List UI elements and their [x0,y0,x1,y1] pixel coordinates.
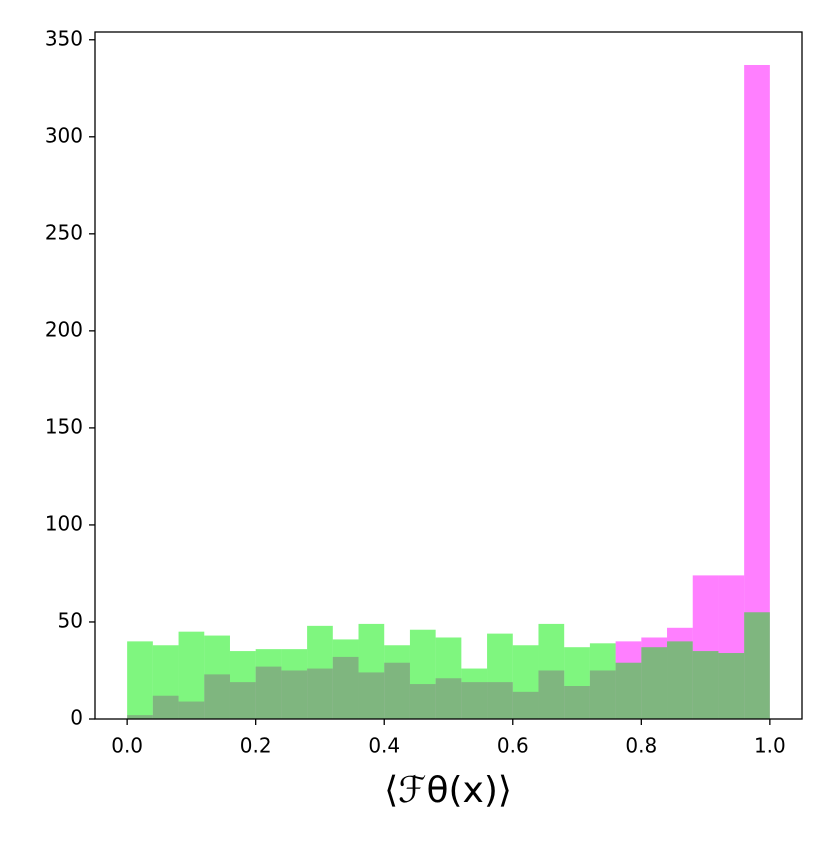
bar [461,668,488,719]
bar [255,649,282,719]
bar [358,623,385,719]
bar [152,645,179,719]
bar [564,647,590,719]
bar [487,633,513,719]
x-tick-label: 0.6 [497,734,529,758]
y-tick-label: 250 [45,220,83,244]
y-tick-label: 200 [45,317,83,341]
bar [538,623,565,719]
x-tick-label: 0.2 [240,734,272,758]
bar [641,647,668,719]
plot-frame [94,31,803,720]
bar [718,653,745,719]
bar [332,639,359,719]
y-tick-label: 0 [70,706,83,730]
x-tick-label: 1.0 [754,734,786,758]
bar [692,651,719,719]
y-tick-label: 50 [58,608,83,632]
x-tick-label: 0.8 [625,734,657,758]
bar [384,645,410,719]
bar [744,64,770,720]
x-axis-label: ⟨ℱθ(x)⟩ [384,770,512,811]
y-tick-label: 300 [45,123,83,147]
bar [178,631,205,719]
bar [667,641,693,719]
bar [435,637,462,719]
x-tick-label: 0.0 [111,734,143,758]
bar [615,662,642,719]
bar [512,645,539,719]
bar [229,651,256,719]
y-tick-label: 150 [45,414,83,438]
bar [281,649,308,719]
bar [307,625,333,719]
y-tick-label: 350 [45,26,83,50]
bar [409,629,436,719]
bar [589,643,616,719]
x-tick-label: 0.4 [368,734,400,758]
bar [204,635,230,719]
y-tick-label: 100 [45,511,83,535]
bar [127,641,153,719]
bar [744,612,770,719]
